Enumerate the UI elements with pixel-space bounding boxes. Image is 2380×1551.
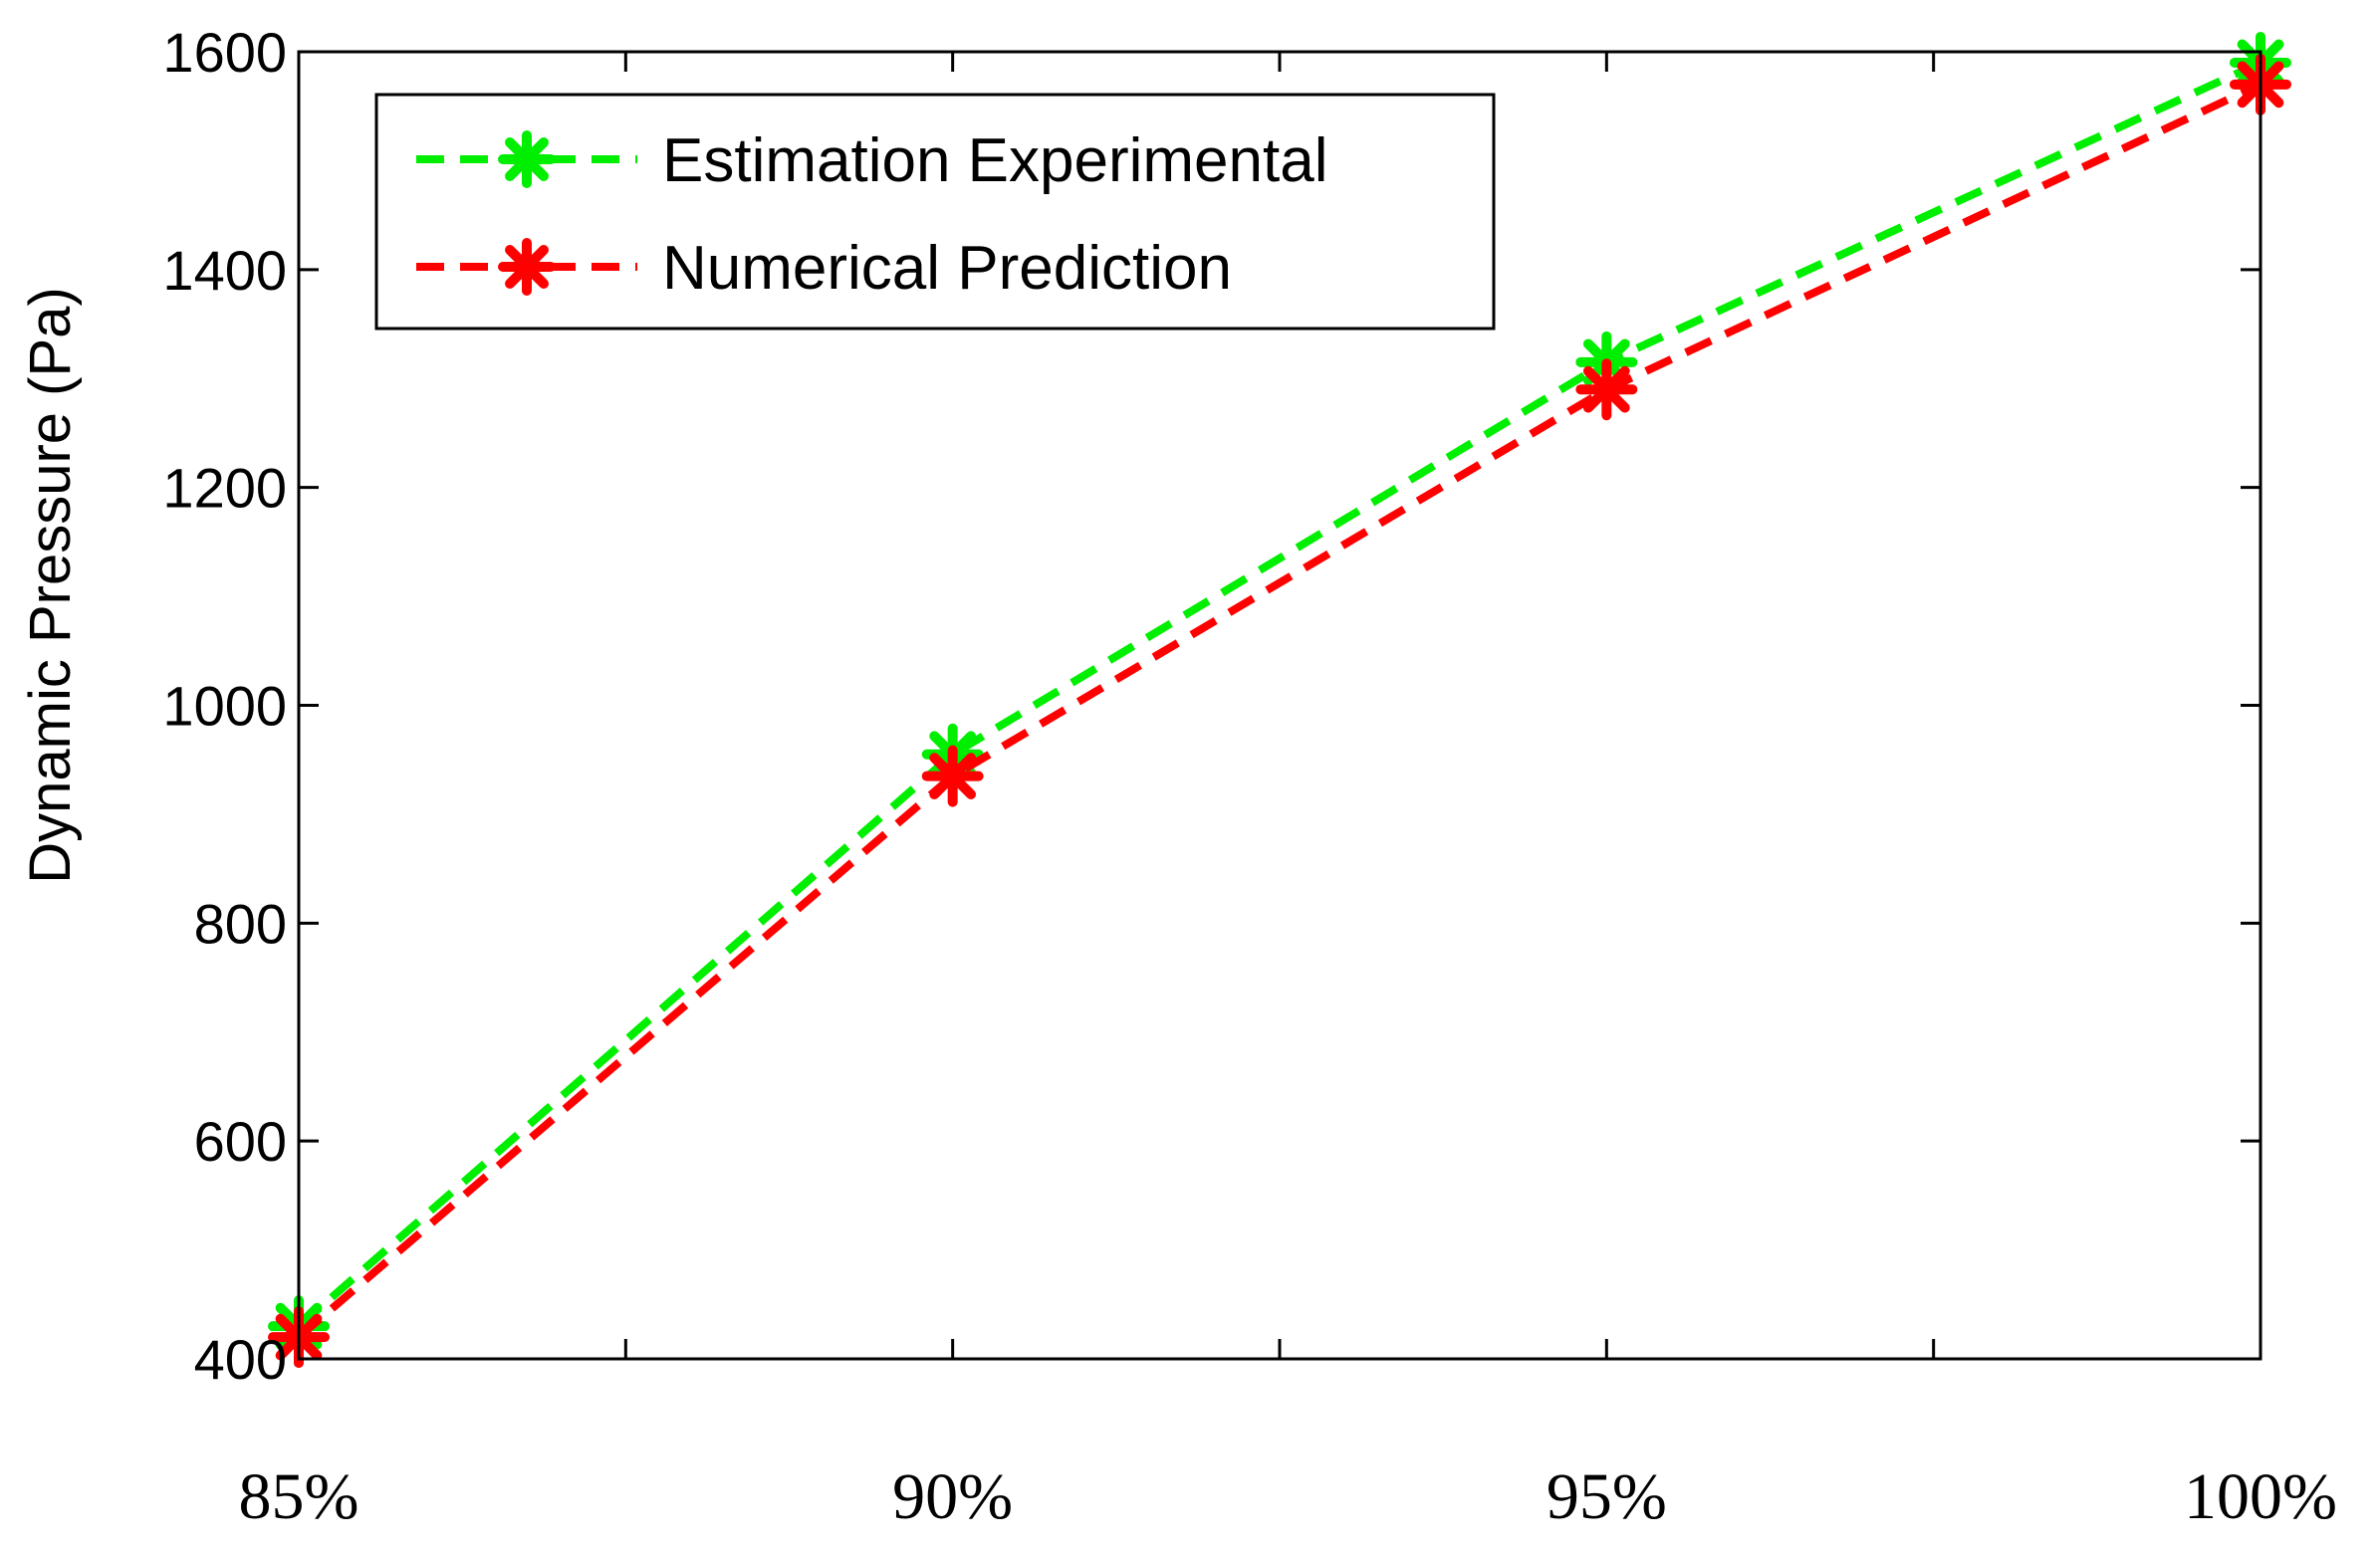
x-tick-label: 90% (892, 1460, 1013, 1533)
legend-label: Estimation Experimental (662, 126, 1328, 195)
legend-box (374, 93, 1496, 331)
marker-stroke (505, 137, 549, 181)
marker-stroke (929, 753, 977, 800)
data-point-marker (498, 130, 556, 188)
marker-stroke (505, 245, 549, 289)
plot-area-frame (297, 50, 2262, 1361)
y-tick-labels: 400 600 800 1000 1200 1400 1600 (162, 21, 287, 1391)
legend-label: Numerical Prediction (662, 234, 1232, 303)
legend: Estimation Experimental Numerical Predict… (374, 93, 1496, 331)
y-tick-label: 1200 (162, 457, 287, 520)
series-line (296, 81, 2262, 1341)
x-tick-label: 100% (2184, 1460, 2337, 1533)
y-tick-label: 1600 (162, 21, 287, 84)
data-point-marker (498, 238, 556, 296)
y-tick-label: 1400 (162, 239, 287, 302)
data-point-marker (1575, 358, 1638, 421)
y-tick-label: 1000 (162, 675, 287, 738)
series-line (296, 59, 2262, 1330)
y-tick-label: 400 (194, 1328, 287, 1391)
x-tick-label: 85% (239, 1460, 359, 1533)
data-point-marker (921, 745, 984, 807)
marker-stroke (1582, 365, 1630, 413)
y-axis-label: Dynamic Pressure (Pa) (18, 287, 83, 883)
x-tick-label: 95% (1547, 1460, 1667, 1533)
y-tick-label: 600 (194, 1110, 287, 1173)
y-tick-label: 800 (194, 892, 287, 955)
x-tick-labels: 85% 90% 95% 100% (239, 1460, 2337, 1533)
